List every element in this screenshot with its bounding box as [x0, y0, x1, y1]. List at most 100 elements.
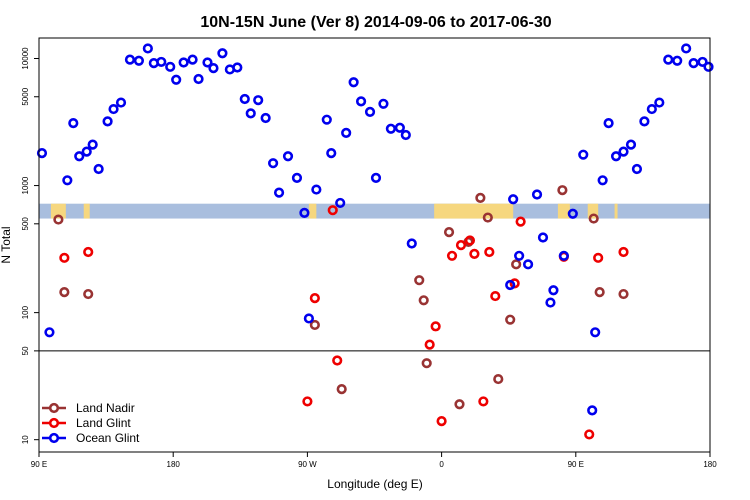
ocean-glint-point — [378, 98, 389, 109]
land-nadir-point — [557, 185, 568, 196]
x-tick-label: 0 — [439, 460, 444, 469]
ocean-glint-point — [625, 139, 637, 150]
land-nadir-point — [59, 287, 70, 298]
ocean-glint-point — [232, 62, 243, 73]
land-nadir-point — [511, 259, 522, 270]
land-glint-point — [327, 205, 338, 216]
x-axis: 90 E 180 90 W 0 90 E 180 — [31, 452, 717, 469]
land-glint-point — [490, 290, 501, 302]
ocean-glint-point — [681, 43, 692, 54]
ocean-glint-point — [548, 285, 559, 296]
ocean-glint-point — [514, 250, 525, 261]
y-axis: 10 50 100 500 1000 5000 10000 — [21, 47, 39, 444]
land-glint-point — [515, 216, 526, 227]
legend-land-glint-label: Land Glint — [76, 416, 131, 430]
y-tick-label: 10 — [21, 435, 30, 444]
ocean-glint-point — [115, 97, 127, 108]
land-nadir-point — [475, 192, 486, 203]
land-glint-point — [59, 252, 70, 263]
ocean-glint-point — [142, 43, 153, 54]
ocean-glint-point — [639, 116, 650, 127]
land-segment — [587, 203, 599, 219]
ocean-glint-point — [93, 163, 104, 175]
ocean-glint-point — [505, 279, 516, 291]
ocean-glint-point — [36, 148, 48, 159]
legend-land-nadir-label: Land Nadir — [76, 401, 135, 415]
ocean-glint-point — [260, 112, 271, 124]
ocean-glint-point — [508, 194, 519, 205]
ocean-glint-point — [87, 139, 98, 150]
ocean-glint-point — [62, 175, 73, 186]
ocean-glint-point — [545, 297, 556, 308]
x-tick-label: 90 E — [31, 460, 47, 469]
ocean-glint-point — [370, 172, 382, 183]
y-tick-label: 100 — [21, 305, 30, 319]
legend-ocean-glint-label: Ocean Glint — [76, 431, 140, 445]
ocean-glint-point — [610, 151, 622, 162]
data-points — [36, 43, 714, 440]
ocean-glint-point — [282, 151, 294, 162]
ocean-glint-point — [578, 149, 589, 160]
ocean-glint-point — [697, 56, 708, 68]
ocean-glint-point — [124, 54, 136, 65]
y-tick-label: 500 — [21, 217, 30, 231]
land-glint-point — [83, 246, 94, 258]
ocean-glint-point — [156, 56, 167, 68]
ocean-glint-point — [400, 129, 411, 141]
land-glint-point — [332, 355, 343, 366]
ocean-glint-point — [385, 123, 397, 134]
ocean-glint-point — [273, 187, 285, 198]
land-nadir-point — [336, 384, 347, 395]
y-axis-label: N Total — [0, 226, 13, 263]
ocean-glint-point — [74, 151, 85, 162]
ocean-glint-point — [202, 57, 213, 68]
ocean-glint-point — [672, 55, 683, 66]
ocean-glint-point — [303, 313, 314, 324]
legend-land-nadir-marker — [48, 402, 60, 414]
land-nadir-point — [493, 373, 504, 385]
ocean-glint-point — [68, 118, 79, 129]
ocean-glint-point — [531, 189, 543, 200]
x-axis-label: Longitude (deg E) — [327, 477, 422, 491]
land-glint-point — [478, 396, 489, 407]
ocean-glint-point — [178, 57, 189, 68]
ocean-glint-point — [108, 103, 119, 115]
ocean-glint-point — [268, 158, 279, 169]
land-glint-point — [424, 339, 435, 350]
ocean-glint-point — [646, 103, 657, 115]
y-tick-label: 1000 — [21, 176, 30, 194]
land-nadir-point — [309, 319, 320, 331]
legend-ocean-glint-marker — [48, 432, 60, 444]
land-nadir-point — [482, 212, 493, 223]
land-segment — [83, 203, 90, 219]
land-segment — [308, 203, 317, 219]
ocean-glint-point — [355, 96, 367, 107]
ocean-glint-point — [394, 122, 405, 133]
ocean-band — [39, 203, 710, 219]
ocean-glint-point — [299, 207, 310, 218]
land-segment — [614, 203, 618, 219]
ocean-glint-point — [348, 77, 359, 88]
land-glint-point — [430, 321, 441, 332]
land-nadir-point — [53, 214, 64, 225]
ocean-glint-point — [406, 238, 417, 249]
ocean-glint-point — [81, 146, 92, 157]
ocean-glint-point — [253, 95, 264, 106]
ocean-glint-point — [631, 163, 643, 175]
land-segment — [557, 203, 570, 219]
land-nadir-point — [418, 295, 429, 306]
ocean-glint-point — [193, 73, 204, 85]
land-nadir-point — [594, 287, 605, 298]
ocean-glint-point — [663, 54, 674, 65]
land-glint-point — [464, 235, 476, 246]
land-nadir-point — [618, 288, 629, 300]
ocean-glint-point — [597, 175, 608, 186]
land-glint-point — [302, 396, 313, 407]
ocean-glint-point — [102, 116, 113, 127]
ocean-glint-point — [321, 114, 332, 125]
ocean-glint-point — [187, 54, 198, 65]
ocean-glint-point — [245, 108, 256, 119]
ocean-glint-point — [217, 48, 228, 59]
